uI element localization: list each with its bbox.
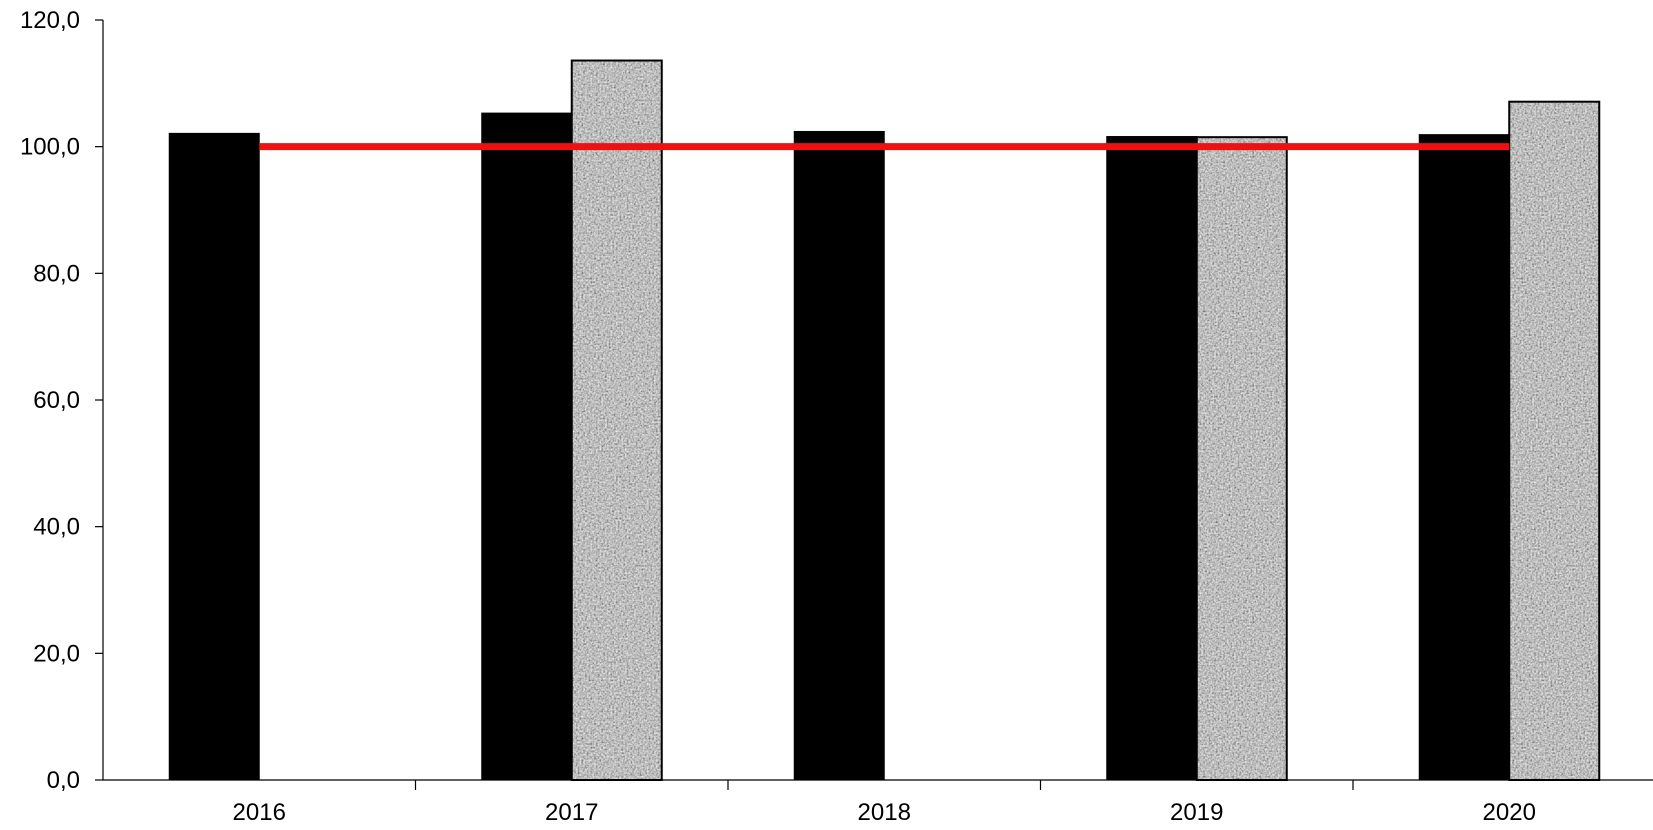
bar-outline <box>1195 136 1288 781</box>
y-tick-label: 80,0 <box>33 260 80 287</box>
bar-series-1 <box>168 132 260 781</box>
bar-series-1 <box>1106 136 1198 781</box>
bar-outline <box>1508 100 1601 781</box>
bar-series-2 <box>1195 136 1288 781</box>
bars <box>168 59 1601 782</box>
bar-texture <box>571 60 662 781</box>
bar-series-1 <box>793 130 885 781</box>
x-tick-label: 2016 <box>233 799 286 826</box>
y-tick-label: 0,0 <box>47 767 80 794</box>
bar-series-2 <box>1508 100 1601 781</box>
bar-series-1 <box>1418 134 1510 781</box>
y-tick-label: 40,0 <box>33 514 80 541</box>
bar-texture <box>1196 137 1287 780</box>
y-tick-label: 100,0 <box>20 134 80 161</box>
axes: 0,0 20,0 40,0 60,0 80,0 100,0 120,0 2016 2017 201… <box>20 7 1653 826</box>
bar-outline <box>570 59 663 782</box>
bar-texture <box>1509 101 1600 780</box>
x-tick-label: 2017 <box>545 799 598 826</box>
bar-series-2 <box>570 59 663 782</box>
x-tick-label: 2020 <box>1483 799 1536 826</box>
y-tick-label: 20,0 <box>33 640 80 667</box>
y-tick-label: 60,0 <box>33 387 80 414</box>
y-tick-label: 120,0 <box>20 7 80 34</box>
bar-series-1 <box>481 112 573 781</box>
x-tick-label: 2018 <box>858 799 911 826</box>
x-tick-label: 2019 <box>1170 799 1223 826</box>
